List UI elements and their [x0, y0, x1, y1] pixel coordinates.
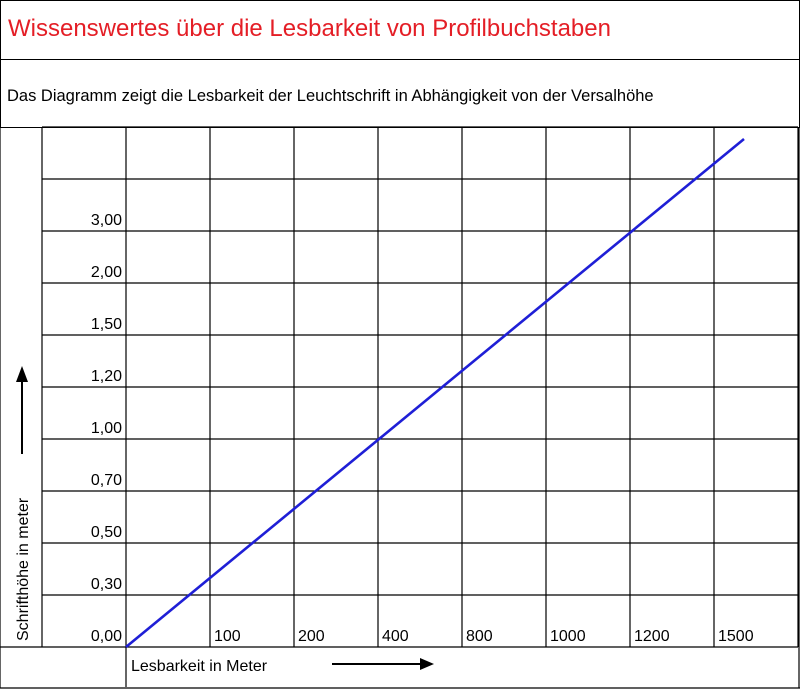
x-tick-label: 1000 — [550, 628, 586, 645]
chart-grid — [0, 126, 800, 689]
x-tick-label: 200 — [298, 628, 325, 645]
x-tick-label: 1500 — [718, 628, 754, 645]
title-bar: Wissenswertes über die Lesbarkeit von Pr… — [0, 0, 800, 60]
y-tick-label: 1,20 — [91, 368, 122, 385]
x-tick-label: 800 — [466, 628, 493, 645]
page-title: Wissenswertes über die Lesbarkeit von Pr… — [8, 15, 611, 42]
series-line — [125, 137, 745, 649]
y-tick-label: 2,00 — [91, 264, 122, 281]
y-tick-label: 0,50 — [91, 524, 122, 541]
y-tick-label: 1,00 — [91, 420, 122, 437]
x-tick-label: 1200 — [634, 628, 670, 645]
chart-subtitle: Das Diagramm zeigt die Lesbarkeit der Le… — [7, 87, 654, 105]
x-tick-labels: 100 200 400 800 1000 1200 1500 — [214, 628, 754, 645]
y-tick-label: 3,00 — [91, 212, 122, 229]
x-tick-label: 400 — [382, 628, 409, 645]
y-axis-label: Schrifthöhe in meter — [15, 497, 32, 641]
y-tick-label: 0,00 — [91, 628, 122, 645]
y-tick-label: 1,50 — [91, 316, 122, 333]
x-tick-label: 100 — [214, 628, 241, 645]
y-axis-arrow — [16, 366, 28, 454]
y-tick-labels: 0,00 0,30 0,50 0,70 1,00 1,20 1,50 2,00 3,00 — [91, 212, 122, 645]
y-tick-label: 0,30 — [91, 576, 122, 593]
x-axis-arrow — [332, 658, 434, 670]
series-layer — [125, 137, 745, 649]
x-axis-label: Lesbarkeit in Meter — [131, 658, 268, 675]
y-tick-label: 0,70 — [91, 472, 122, 489]
